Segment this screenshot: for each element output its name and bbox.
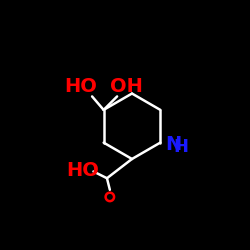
Text: H: H: [173, 138, 188, 156]
Text: HO: HO: [64, 77, 97, 96]
Text: OH: OH: [110, 77, 143, 96]
Text: HO: HO: [66, 161, 99, 180]
Text: N: N: [166, 135, 182, 154]
